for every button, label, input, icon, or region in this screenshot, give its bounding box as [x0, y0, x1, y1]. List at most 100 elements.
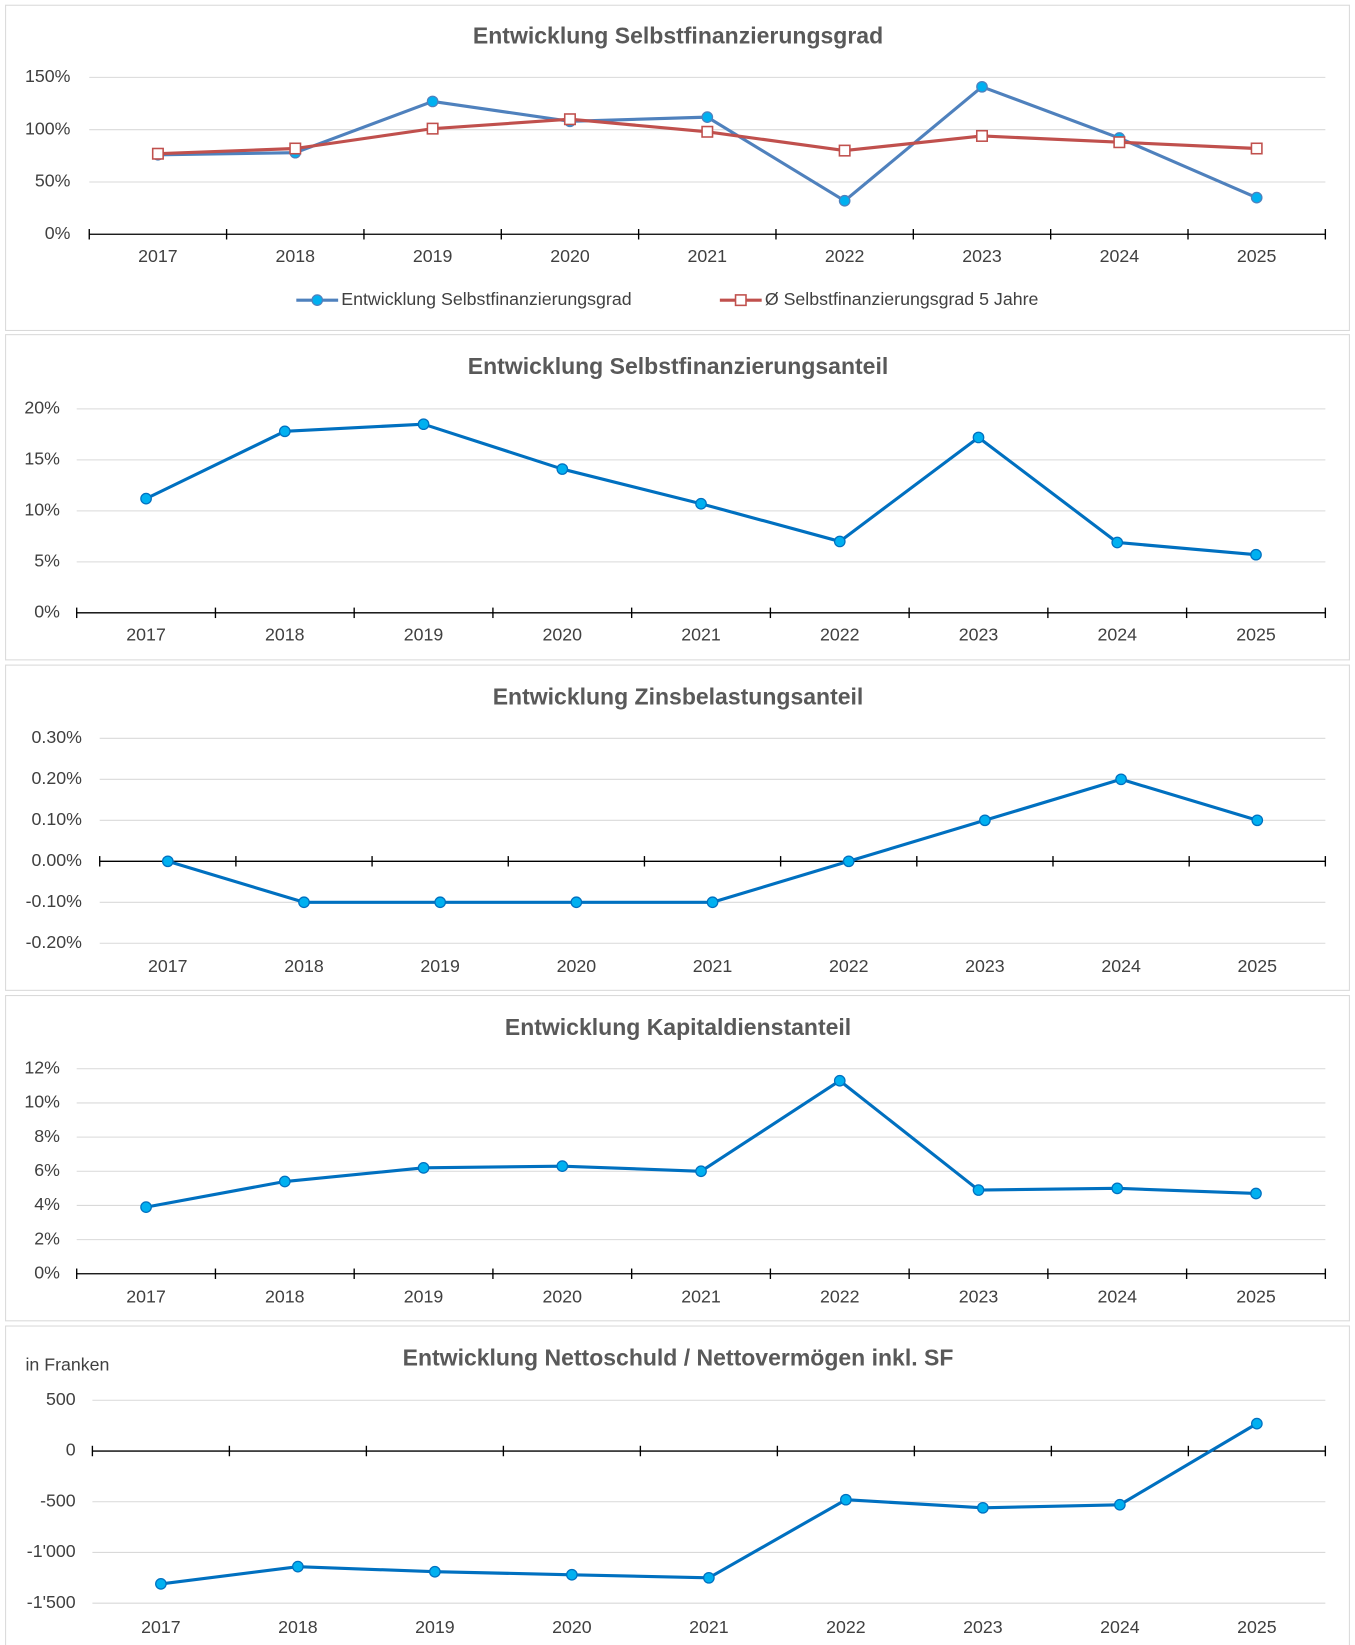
panel-border	[5, 4, 1350, 331]
y-axis-label: in Franken	[25, 1354, 109, 1374]
chart-panel: Entwicklung Selbstfinanzierungsanteil 0% 5…	[5, 334, 1350, 661]
y-tick-label: 12%	[24, 1057, 60, 1077]
y-tick-label: 0%	[45, 223, 71, 243]
x-tick-label: 2025	[1237, 1617, 1277, 1637]
marker	[842, 855, 855, 868]
y-tick-label: -1'500	[27, 1592, 76, 1612]
x-tick-label: 2025	[1237, 246, 1277, 266]
chart-panel: Entwicklung Nettoschuld / Nettovermögen …	[5, 1325, 1350, 1645]
marker	[161, 855, 174, 868]
x-tick-label: 2017	[148, 956, 188, 976]
marker	[417, 418, 430, 431]
chart-title: Entwicklung Zinsbelastungsanteil	[493, 684, 864, 710]
marker	[1114, 1498, 1126, 1511]
marker	[706, 896, 719, 909]
marker	[1111, 536, 1124, 549]
marker	[563, 113, 576, 126]
x-tick-label: 2018	[265, 1286, 305, 1306]
marker	[556, 463, 569, 475]
y-tick-label: 0%	[34, 1262, 60, 1282]
x-tick-label: 2022	[820, 625, 860, 645]
marker	[417, 1161, 430, 1174]
x-tick-label: 2017	[138, 246, 178, 266]
marker	[701, 111, 714, 123]
marker	[140, 492, 152, 505]
x-tick-label: 2018	[265, 625, 305, 645]
marker	[976, 80, 988, 93]
marker	[695, 497, 707, 510]
marker	[977, 1501, 989, 1514]
legend-label: Entwicklung Selbstfinanzierungsgrad	[341, 289, 631, 309]
marker	[434, 896, 447, 909]
x-tick-label: 2024	[1100, 1617, 1140, 1637]
marker	[838, 194, 851, 207]
x-tick-label: 2022	[826, 1617, 866, 1637]
marker	[426, 122, 439, 135]
marker	[151, 147, 164, 160]
x-tick-label: 2020	[550, 246, 590, 266]
marker	[701, 125, 714, 138]
x-tick-label: 2017	[126, 625, 166, 645]
x-tick-label: 2017	[141, 1617, 181, 1637]
y-tick-label: -1'000	[27, 1541, 76, 1561]
x-tick-label: 2021	[681, 1286, 721, 1306]
x-tick-label: 2023	[962, 246, 1002, 266]
y-tick-label: 150%	[25, 66, 71, 86]
marker	[1251, 814, 1264, 827]
chart-panel: Entwicklung Selbstfinanzierungsgrad 0% 50%…	[5, 4, 1350, 331]
y-tick-label: 50%	[35, 171, 71, 191]
marker	[1250, 1187, 1262, 1200]
marker	[556, 1160, 569, 1172]
x-tick-label: 2025	[1236, 1286, 1276, 1306]
chart-title: Entwicklung Kapitaldienstanteil	[505, 1014, 851, 1040]
marker	[695, 1165, 707, 1178]
marker	[1113, 136, 1126, 149]
x-tick-label: 2018	[284, 956, 324, 976]
x-tick-label: 2022	[825, 246, 865, 266]
y-tick-label: 5%	[34, 551, 60, 571]
marker	[1251, 1417, 1263, 1430]
x-tick-label: 2019	[404, 625, 444, 645]
marker	[840, 1493, 852, 1506]
x-tick-label: 2019	[420, 956, 460, 976]
y-tick-label: 0.10%	[32, 809, 83, 829]
x-tick-label: 2020	[552, 1617, 592, 1637]
marker	[833, 1074, 846, 1087]
marker	[734, 294, 747, 307]
y-tick-label: -0.20%	[26, 932, 82, 952]
y-tick-label: -500	[40, 1490, 76, 1510]
x-tick-label: 2022	[829, 956, 869, 976]
marker	[1111, 1182, 1124, 1195]
y-tick-label: 0	[66, 1440, 76, 1460]
panel-border	[5, 664, 1350, 991]
y-tick-label: 500	[46, 1389, 76, 1409]
marker	[140, 1201, 152, 1213]
marker	[278, 1175, 291, 1188]
x-tick-label: 2017	[126, 1286, 166, 1306]
x-tick-label: 2018	[276, 246, 316, 266]
marker	[703, 1571, 715, 1584]
x-tick-label: 2023	[959, 1286, 999, 1306]
y-tick-label: 8%	[34, 1126, 60, 1146]
y-tick-label: 10%	[24, 500, 60, 520]
x-tick-label: 2020	[543, 1286, 583, 1306]
x-tick-label: 2023	[963, 1617, 1003, 1637]
x-tick-label: 2021	[693, 956, 733, 976]
marker	[566, 1568, 578, 1581]
y-tick-label: 100%	[25, 118, 71, 138]
x-tick-label: 2024	[1101, 956, 1141, 976]
y-tick-label: -0.10%	[26, 891, 82, 911]
x-tick-label: 2020	[557, 956, 597, 976]
marker	[1115, 773, 1127, 786]
x-tick-label: 2019	[415, 1617, 455, 1637]
x-tick-label: 2024	[1097, 625, 1137, 645]
y-tick-label: 15%	[24, 449, 60, 469]
x-tick-label: 2021	[681, 625, 721, 645]
y-tick-label: 10%	[24, 1092, 60, 1112]
marker	[155, 1578, 167, 1590]
marker	[838, 144, 851, 157]
marker	[972, 1184, 985, 1196]
x-tick-label: 2018	[278, 1617, 318, 1637]
